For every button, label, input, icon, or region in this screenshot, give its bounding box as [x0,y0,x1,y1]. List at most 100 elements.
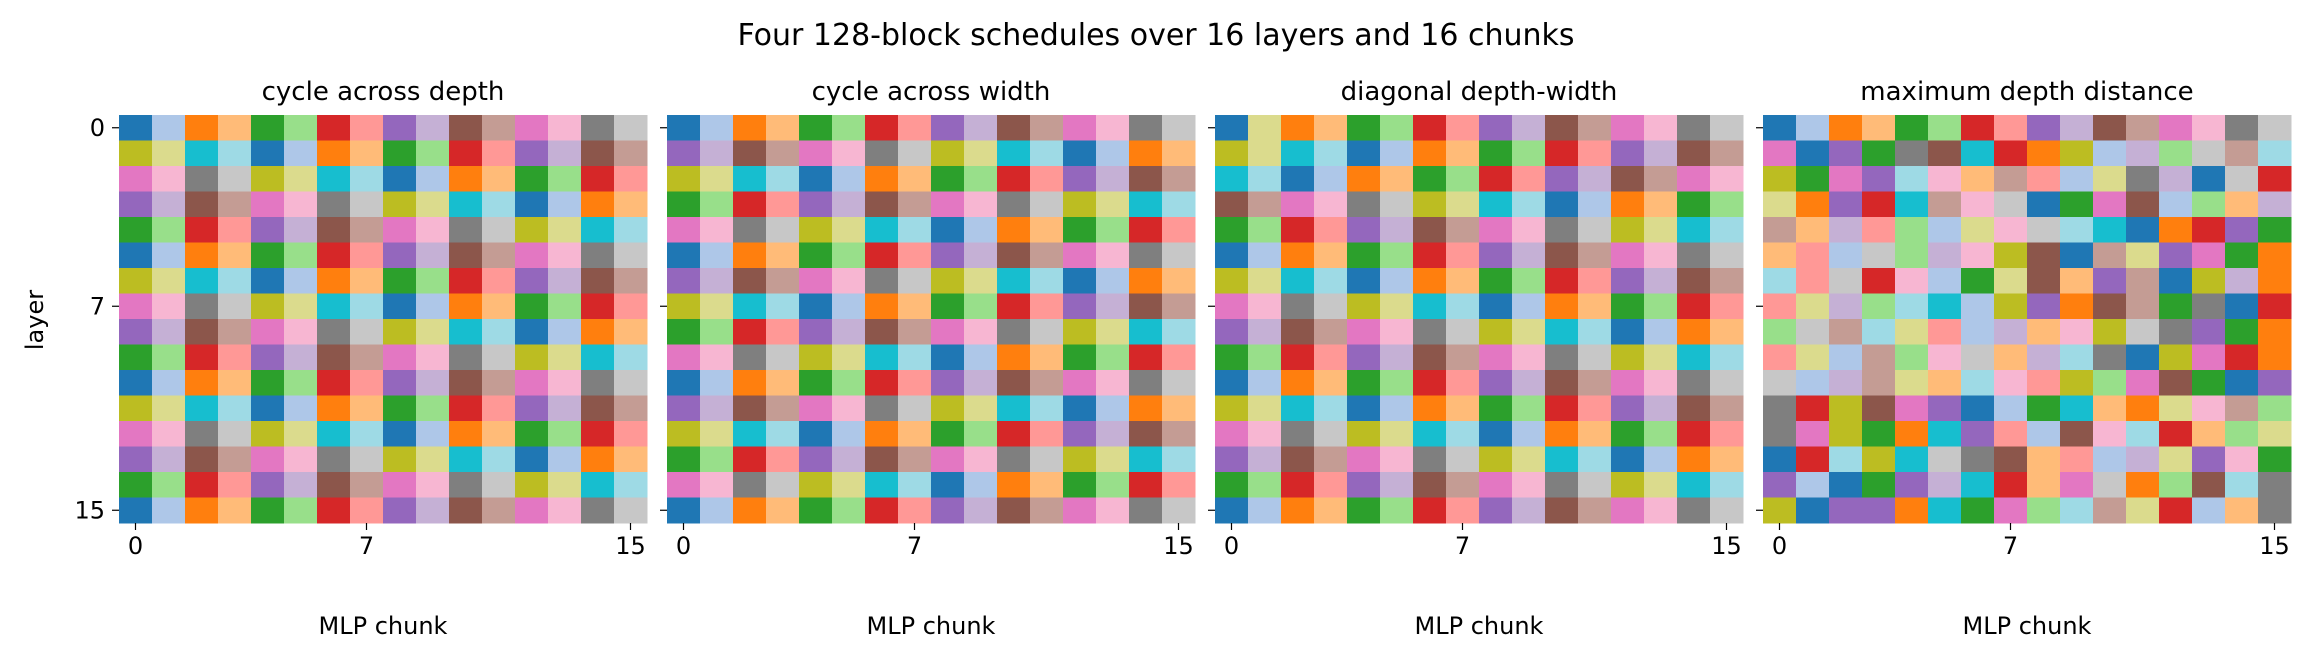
heatmap-cell [1611,191,1645,218]
heatmap-cell [1644,446,1678,473]
heatmap-cell [581,344,615,371]
heatmap-cell [1281,242,1315,269]
heatmap-cell [865,446,899,473]
heatmap-cell [1512,268,1546,295]
heatmap-cell [1895,191,1929,218]
heatmap-cell [251,421,285,448]
heatmap-cell [1994,140,2028,167]
heatmap-cell [1710,421,1744,448]
heatmap-cell [1413,472,1447,499]
heatmap-cell [1413,268,1447,295]
heatmap-cell [898,421,932,448]
heatmap-cell [832,344,866,371]
heatmap-cell [1862,344,1896,371]
heatmap-cell [2192,115,2226,142]
heatmap-cell [1248,421,1282,448]
heatmap-cell [1578,191,1612,218]
heatmap-cell [964,115,998,142]
heatmap-cell [997,140,1031,167]
heatmap-cell [482,370,516,397]
x-tick-label: 0 [676,532,691,560]
heatmap-cell [997,191,1031,218]
heatmap-cell [1446,319,1480,346]
heatmap-cell [1413,395,1447,422]
heatmap-cell [119,319,153,346]
heatmap-cell [548,319,582,346]
heatmap-cell [1796,268,1830,295]
heatmap-cell [251,370,285,397]
heatmap-cell [1710,344,1744,371]
heatmap-cell [1030,446,1064,473]
x-tick-label: 15 [1711,532,1742,560]
heatmap-cell [733,217,767,244]
heatmap-cell [832,268,866,295]
heatmap-cell [1063,191,1097,218]
heatmap-cell [832,446,866,473]
heatmap-cell [832,421,866,448]
heatmap-cell [1512,421,1546,448]
heatmap-cell [119,472,153,499]
x-axis-label: MLP chunk [1415,612,1544,640]
heatmap-cell [1611,370,1645,397]
heatmap-cell [2192,497,2226,524]
heatmap-cell [2258,497,2292,524]
heatmap-cell [317,344,351,371]
heatmap-cell [1611,166,1645,193]
heatmap-cell [1512,446,1546,473]
heatmap-cell [2258,472,2292,499]
heatmap-cell [2225,472,2259,499]
heatmap-cell [1380,319,1414,346]
heatmap-cell [1347,166,1381,193]
heatmap-cell [1928,166,1962,193]
heatmap-cell [2225,115,2259,142]
heatmap-cell [1862,472,1896,499]
heatmap-cell [2159,166,2193,193]
heatmap-cell [931,191,965,218]
heatmap-cell [1862,268,1896,295]
heatmap-cell [1479,140,1513,167]
heatmap-cell [185,421,219,448]
heatmap-cell [548,446,582,473]
heatmap-cell [964,370,998,397]
heatmap-cell [1545,446,1579,473]
heatmap-cell [1578,497,1612,524]
heatmap-cell [997,166,1031,193]
heatmap-cell [119,446,153,473]
heatmap-cell [898,115,932,142]
heatmap-cell [667,472,701,499]
heatmap-cell [1215,293,1249,320]
heatmap-cell [799,344,833,371]
heatmap-cell [964,446,998,473]
heatmap-cell [1479,370,1513,397]
heatmap-cell [515,319,549,346]
heatmap-cell [350,166,384,193]
heatmap-cell [799,421,833,448]
heatmap-cell [1644,166,1678,193]
heatmap-cell [1710,242,1744,269]
heatmap-cell [1096,421,1130,448]
heatmap-cell [1677,497,1711,524]
heatmap-cell [383,115,417,142]
heatmap-cell [2225,140,2259,167]
heatmap-cell [185,344,219,371]
heatmap-cell [251,217,285,244]
heatmap-cell [1895,421,1929,448]
heatmap-cell [1677,268,1711,295]
heatmap-cell [1479,421,1513,448]
heatmap-cell [515,166,549,193]
heatmap-cell [119,268,153,295]
heatmap-cell [2060,293,2094,320]
heatmap-cell [416,166,450,193]
heatmap-cell [1248,370,1282,397]
heatmap-cell [1063,242,1097,269]
heatmap-cell [449,268,483,295]
heatmap-cell [1063,166,1097,193]
heatmap-cell [1380,242,1414,269]
heatmap-cell [416,268,450,295]
heatmap-cell [700,395,734,422]
heatmap-cell [1796,217,1830,244]
heatmap-cell [898,395,932,422]
heatmap-cell [1895,370,1929,397]
heatmap-cell [383,421,417,448]
